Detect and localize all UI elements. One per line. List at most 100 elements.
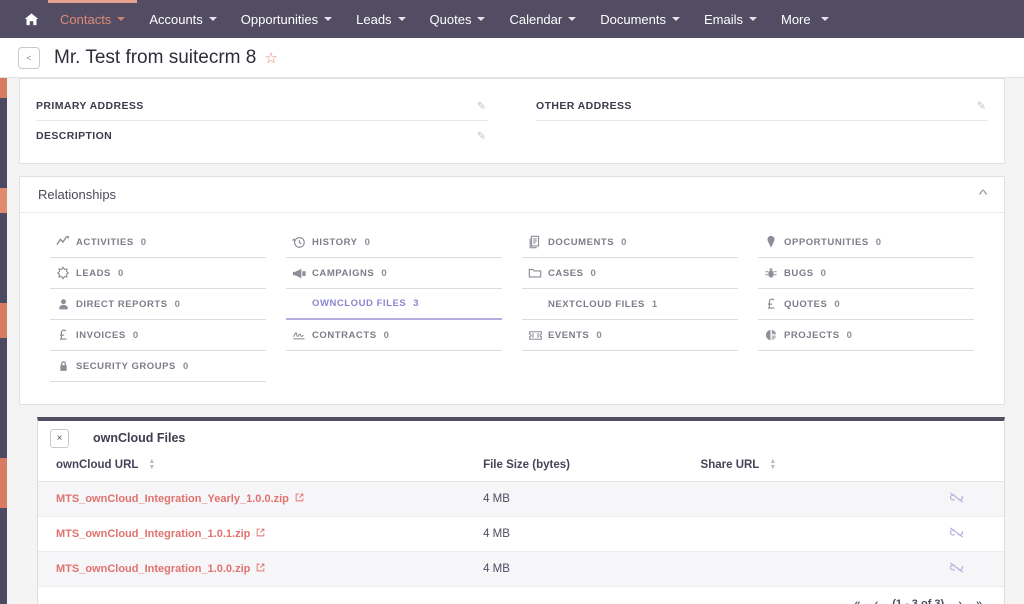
relationship-label: HISTORY [312,236,358,248]
relationships-header: Relationships ^ [20,177,1004,213]
nav-item-label: More [781,11,811,27]
owncloud-subpanel-title: ownCloud Files [93,431,186,445]
nav-item-emails[interactable]: Emails [692,0,769,38]
file-link[interactable]: MTS_ownCloud_Integration_Yearly_1.0.0.zi… [56,493,289,506]
column-label: ownCloud URL [56,459,139,472]
relationship-count: 0 [117,267,124,279]
relationships-title: Relationships [38,187,117,202]
relationship-tile-campaigns[interactable]: CAMPAIGNS 0 [286,258,502,289]
unlink-icon[interactable] [949,492,964,507]
nav-item-contacts[interactable]: Contacts [48,0,138,38]
relationship-label: DOCUMENTS [548,236,615,248]
cell-owncloud-url: MTS_ownCloud_Integration_1.0.1.zip [38,516,484,553]
relationship-count: 0 [140,236,147,248]
main-navbar: Contacts Accounts Opportunities Leads Quotes… [0,0,1024,38]
close-icon[interactable]: × [50,428,69,448]
relationship-tile-documents[interactable]: DOCUMENTS 0 [522,227,738,258]
field-description[interactable]: DESCRIPTION ✎ [36,121,488,151]
relationship-tile-bugs[interactable]: BUGS 0 [758,258,974,289]
external-link-icon[interactable] [256,528,265,540]
relationship-tile-leads[interactable]: LEADS 0 [50,258,266,289]
pencil-icon[interactable]: ✎ [476,100,486,112]
field-empty [536,121,988,151]
relationships-panel: Relationships ^ ACTIVITIES 0 HISTORY 0 DOCUM… [19,176,1005,405]
external-link-icon[interactable] [256,563,265,575]
content-area: PRIMARY ADDRESS ✎ OTHER ADDRESS ✎ DESCRI… [13,78,1011,604]
table-header-row: ownCloud URL ▲ ▼ File Size (bytes) Share … [38,455,1004,483]
field-row-description: DESCRIPTION ✎ [36,121,988,151]
field-other-address[interactable]: OTHER ADDRESS ✎ [536,91,988,121]
relationship-tile-cases[interactable]: CASES 0 [522,258,738,289]
relationship-label: OWNCLOUD FILES [312,298,407,309]
relationship-label: PROJECTS [784,329,840,341]
navbar-items: Contacts Accounts Opportunities Leads Quotes… [48,0,841,38]
relationship-label: LEADS [76,267,111,279]
relationship-tile-security-groups[interactable]: SECURITY GROUPS 0 [50,351,266,382]
relationship-tile-empty [286,351,502,382]
contracts-icon [286,328,312,342]
chevron-down-icon [568,17,577,21]
pagination-prev[interactable]: ‹ [875,598,879,604]
opportunities-icon [758,235,784,249]
field-label: DESCRIPTION [36,130,113,142]
external-link-icon[interactable] [295,493,304,505]
collapsed-sidebar-strip[interactable] [0,38,7,604]
chevron-down-icon [820,17,829,21]
cell-share-url [700,481,924,518]
relationship-tile-invoices[interactable]: INVOICES 0 [50,320,266,351]
column-header-share-url[interactable]: Share URL ▲ ▼ [700,455,924,483]
nav-item-more[interactable]: More [769,0,841,38]
relationship-tile-quotes[interactable]: QUOTES 0 [758,289,974,320]
table-row: MTS_ownCloud_Integration_1.0.0.zip 4 MB [38,551,1004,588]
cell-owncloud-url: MTS_ownCloud_Integration_Yearly_1.0.0.zi… [38,481,484,518]
relationship-count: 0 [846,329,852,341]
cell-share-url [700,516,924,553]
security-groups-icon [50,359,76,373]
relationship-count: 0 [132,329,139,341]
column-header-owncloud-url[interactable]: ownCloud URL ▲ ▼ [38,455,484,483]
nav-item-leads[interactable]: Leads [344,0,417,38]
chevron-up-icon[interactable]: ^ [978,187,988,202]
relationship-tile-activities[interactable]: ACTIVITIES 0 [50,227,266,258]
home-icon[interactable] [14,0,48,38]
relationship-tile-contracts[interactable]: CONTRACTS 0 [286,320,502,351]
relationship-tile-direct-reports[interactable]: DIRECT REPORTS 0 [50,289,266,320]
relationship-tile-history[interactable]: HISTORY 0 [286,227,502,258]
owncloud-files-subpanel: × ownCloud Files ownCloud URL ▲ ▼ File Si… [37,417,1005,604]
relationships-grid: ACTIVITIES 0 HISTORY 0 DOCUMENTS 0 OPPORTUNITI… [20,213,1004,404]
pagination-first[interactable]: « [854,598,860,604]
relationship-tile-owncloud-files[interactable]: OWNCLOUD FILES 3 [286,289,502,320]
activities-icon [50,235,76,249]
file-link[interactable]: MTS_ownCloud_Integration_1.0.0.zip [56,563,251,576]
nav-item-documents[interactable]: Documents [588,0,692,38]
unlink-icon[interactable] [949,527,964,542]
pencil-icon[interactable]: ✎ [976,100,986,112]
favorite-star-icon[interactable]: ☆ [264,49,278,67]
campaigns-icon [286,266,312,281]
sort-arrows-icon[interactable]: ▲ ▼ [148,458,156,471]
relationship-tile-projects[interactable]: PROJECTS 0 [758,320,974,351]
field-label: PRIMARY ADDRESS [36,99,144,112]
pagination-next[interactable]: › [958,598,962,604]
unlink-icon[interactable] [949,562,964,577]
relationship-tile-opportunities[interactable]: OPPORTUNITIES 0 [758,227,974,258]
field-primary-address[interactable]: PRIMARY ADDRESS ✎ [36,91,488,121]
nav-item-calendar[interactable]: Calendar [497,0,588,38]
pagination-last[interactable]: » [976,598,982,604]
pencil-icon[interactable]: ✎ [476,130,486,143]
nav-item-opportunities[interactable]: Opportunities [229,0,344,38]
nav-item-quotes[interactable]: Quotes [418,0,498,38]
column-label: File Size (bytes) [483,459,570,472]
relationship-count: 0 [381,267,387,279]
sort-arrows-icon[interactable]: ▲ ▼ [769,458,777,471]
owncloud-files-table: ownCloud URL ▲ ▼ File Size (bytes) Share … [38,455,1004,588]
back-button[interactable]: < [18,46,40,69]
nav-item-accounts[interactable]: Accounts [137,0,228,38]
pagination-range: (1 - 3 of 3) [892,598,944,604]
relationship-label: ACTIVITIES [76,236,134,248]
cell-actions [923,551,1004,588]
history-icon [286,235,312,249]
relationship-tile-events[interactable]: EVENTS 0 [522,320,738,351]
file-link[interactable]: MTS_ownCloud_Integration_1.0.1.zip [56,528,251,541]
relationship-tile-nextcloud-files[interactable]: NEXTCLOUD FILES 1 [522,289,738,320]
